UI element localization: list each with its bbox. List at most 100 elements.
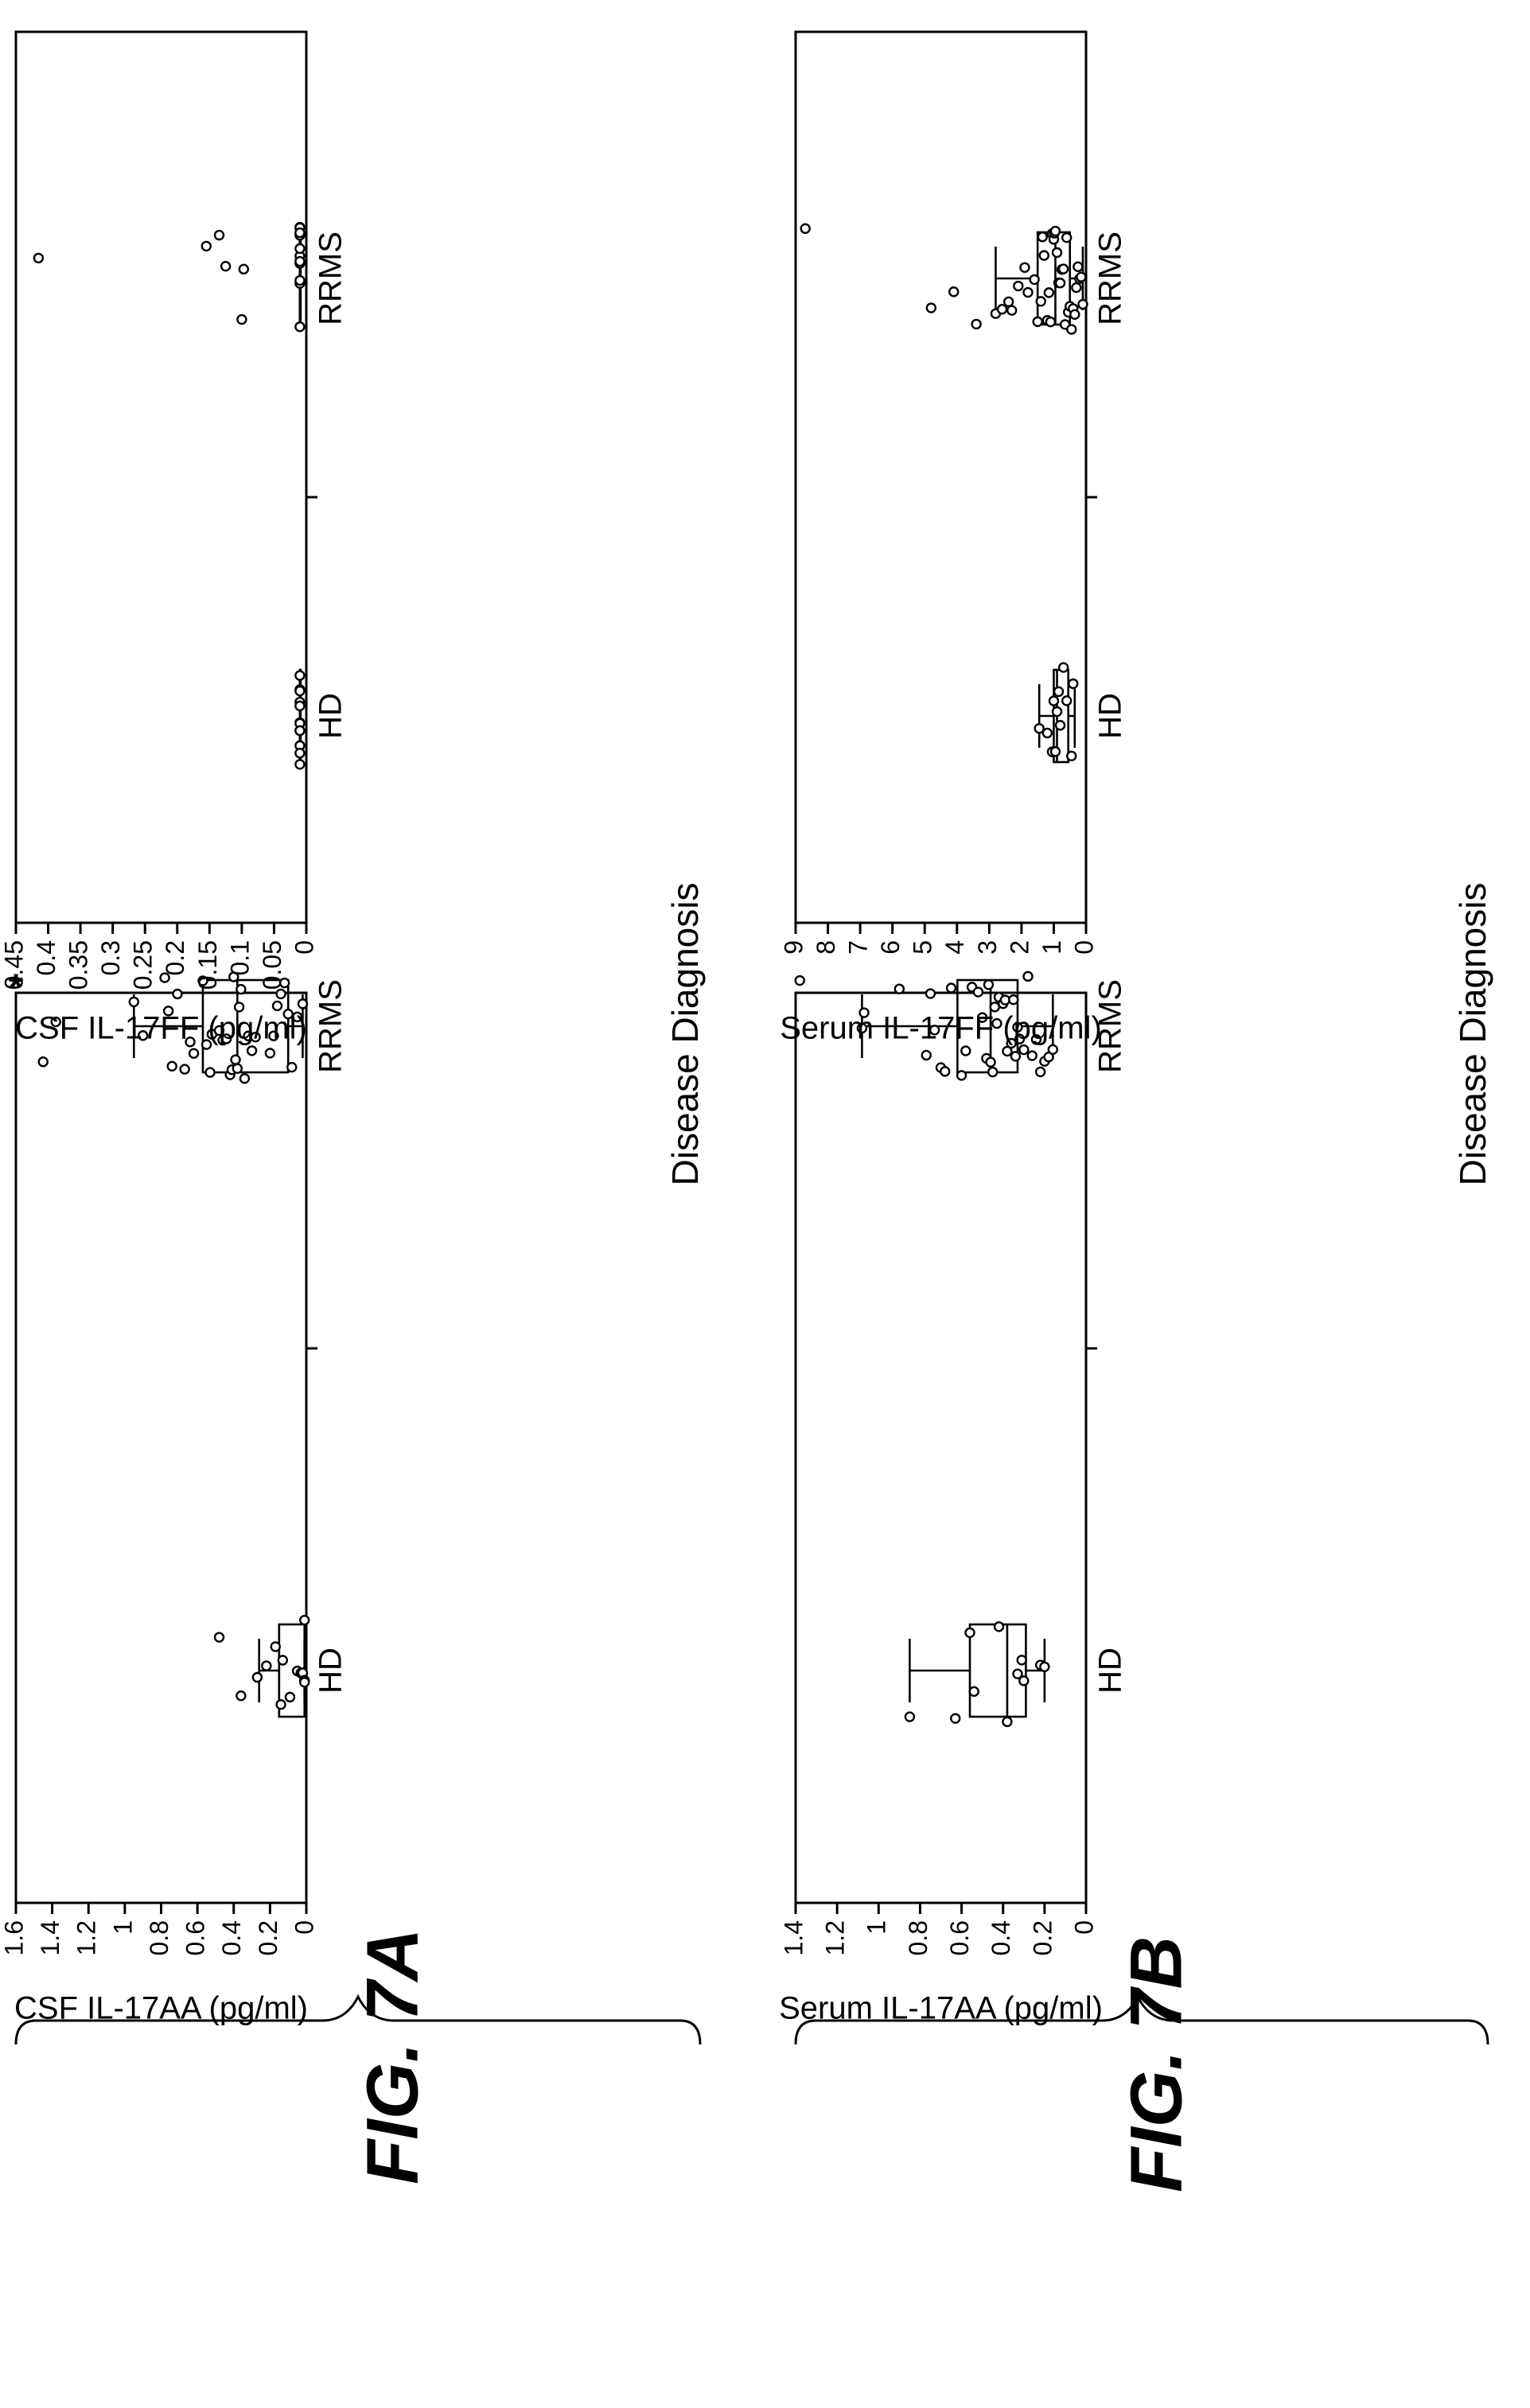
data-point <box>794 974 805 986</box>
data-point <box>264 1048 276 1059</box>
data-point <box>137 1030 149 1041</box>
data-point <box>278 977 290 989</box>
data-point <box>239 1073 251 1084</box>
data-point <box>200 240 212 252</box>
data-point <box>1006 305 1018 316</box>
plot-frame <box>14 991 308 1904</box>
box-iqr <box>201 978 290 1074</box>
y-tick-label: 5 <box>909 940 937 955</box>
data-point <box>983 979 995 990</box>
box-rrms <box>33 221 306 333</box>
data-point <box>1057 263 1069 274</box>
y-axis-label: Serum IL-17FF (pg/ml) <box>780 1011 1102 1046</box>
data-point <box>1073 261 1084 272</box>
data-point <box>1043 287 1055 298</box>
y-tick-label: 0.6 <box>181 1920 210 1955</box>
data-point <box>179 1064 190 1075</box>
y-tick-label: 0.4 <box>987 1920 1015 1955</box>
data-point <box>294 321 306 333</box>
y-tick-label: 0.2 <box>254 1920 282 1955</box>
data-point <box>1041 727 1053 739</box>
data-point <box>968 1686 979 1698</box>
y-tick-label: 0.1 <box>225 940 254 975</box>
x-category-label: RRMS <box>1093 231 1128 325</box>
shared-xlabel-bottom: Disease Diagnosis <box>1452 883 1493 1186</box>
data-point <box>1053 686 1065 698</box>
data-point <box>1061 231 1073 243</box>
chart-csf-il17aa: 0 0.2 0.40.6 0.8 1 1.2 1.4 1.6 CSF IL-17AA (pg/m… <box>0 967 348 2026</box>
y-tick-label: 6 <box>876 940 905 955</box>
data-point <box>236 983 247 995</box>
y-tick-label: 0.25 <box>129 940 158 990</box>
y-tick-label: 0.45 <box>0 940 28 990</box>
data-point <box>282 1008 294 1020</box>
data-point <box>299 1676 310 1688</box>
data-point <box>856 1022 868 1034</box>
data-point <box>893 983 905 994</box>
data-point <box>220 1033 232 1045</box>
y-tick-label: 7 <box>844 940 873 955</box>
y-tick-label: 0.35 <box>64 940 93 990</box>
data-point <box>1034 1066 1046 1078</box>
y-tick-label: 0.2 <box>161 940 189 975</box>
data-point <box>251 1671 263 1683</box>
data-point <box>128 996 139 1008</box>
chart-serum-il17aa: 0 0.2 0.4 0.6 0.8 1 1.2 1.4 Serum IL-17AA (pg/ml… <box>779 971 1128 2026</box>
data-point <box>294 670 306 681</box>
box-rrms: * <box>9 967 309 1084</box>
data-point <box>991 1017 1002 1029</box>
data-point <box>1037 231 1048 243</box>
y-tick-label: 3 <box>973 940 1002 955</box>
data-point <box>1047 1044 1058 1056</box>
fig-7a-label: FIG. 7A <box>352 1928 433 2184</box>
x-category-label: RRMS <box>313 979 348 1073</box>
data-point <box>1054 720 1066 731</box>
data-point <box>976 1012 988 1023</box>
data-point <box>1012 1668 1023 1679</box>
y-tick-label: 0.15 <box>193 940 222 990</box>
x-category-label: HD <box>1093 1647 1128 1694</box>
data-point <box>250 1031 261 1043</box>
data-point <box>213 1632 225 1643</box>
x-category-label: HD <box>1093 693 1128 739</box>
data-point <box>238 263 250 275</box>
y-tick-label: 1 <box>108 1920 137 1935</box>
x-category-label: RRMS <box>1093 979 1128 1073</box>
x-category-label: RRMS <box>313 231 348 325</box>
data-point <box>204 1067 216 1078</box>
y-tick-label: 0 <box>290 1920 318 1935</box>
box-rrms <box>800 223 1088 335</box>
data-point <box>1051 247 1063 259</box>
y-tick-label: 4 <box>940 940 969 955</box>
data-point <box>246 1045 258 1056</box>
data-point <box>950 1713 961 1724</box>
box-hd <box>1034 662 1079 764</box>
data-point <box>925 302 937 313</box>
data-point <box>1061 695 1073 706</box>
y-tick-label: 1.6 <box>0 1920 28 1955</box>
data-point <box>213 229 225 241</box>
data-point <box>948 286 960 298</box>
data-point <box>1035 296 1046 307</box>
y-tick-label: 0.05 <box>258 940 286 990</box>
data-point <box>1071 282 1082 294</box>
y-tick-label: 0.4 <box>217 1920 246 1955</box>
data-point <box>37 1056 49 1068</box>
y-tick-label: 0.3 <box>96 940 125 975</box>
data-point <box>33 252 45 264</box>
data-point <box>166 1060 177 1072</box>
data-point <box>200 1039 212 1050</box>
y-axis-label: CSF IL-17AA (pg/ml) <box>14 1991 308 2026</box>
data-point <box>1006 1037 1017 1049</box>
chart-csf-il17ff: 0 0.050.10.150.20.250.30.350.40.45 CSF IL-… <box>0 30 348 1046</box>
data-point <box>985 1056 996 1068</box>
data-point <box>236 1690 247 1702</box>
data-point <box>294 243 306 255</box>
data-point <box>284 1691 296 1703</box>
data-point <box>213 1025 225 1037</box>
data-point <box>993 1621 1005 1632</box>
y-tick-label: 0.8 <box>145 1920 173 1955</box>
data-point <box>987 1066 999 1078</box>
data-point <box>294 227 306 239</box>
data-point <box>1045 316 1057 328</box>
